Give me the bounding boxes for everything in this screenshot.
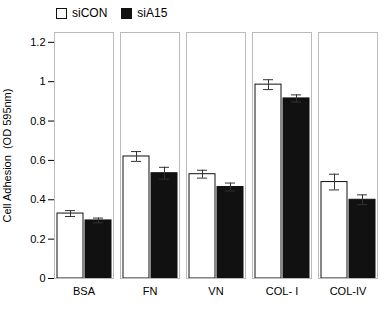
html-text:siA15: siA15 — [137, 6, 168, 20]
svg-text:0.6: 0.6 — [30, 154, 45, 166]
svg-text:1.2: 1.2 — [30, 36, 45, 48]
svg-text:FN: FN — [143, 285, 158, 297]
svg-text:COL-IV: COL-IV — [330, 285, 367, 297]
html-text:siCON: siCON — [72, 6, 108, 20]
svg-text:VN: VN — [208, 285, 223, 297]
svg-text:0.2: 0.2 — [30, 233, 45, 245]
svg-text:BSA: BSA — [73, 285, 96, 297]
svg-text:0: 0 — [39, 272, 45, 284]
svg-text:COL- I: COL- I — [266, 285, 298, 297]
svg-text:Cell Adhesion (OD 595nm): Cell Adhesion (OD 595nm) — [1, 89, 13, 223]
svg-text:1: 1 — [39, 75, 45, 87]
svg-text:0.8: 0.8 — [30, 115, 45, 127]
svg-text:0.4: 0.4 — [30, 193, 45, 205]
